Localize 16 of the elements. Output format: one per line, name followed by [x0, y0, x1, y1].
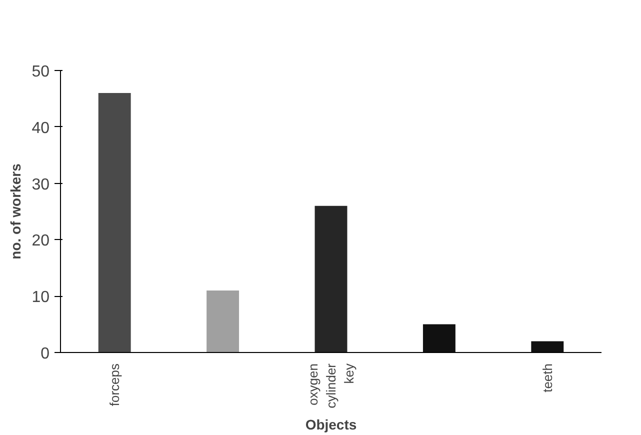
x-tick-label: forceps: [107, 363, 122, 406]
y-tick-label: 50: [32, 64, 50, 80]
bar: [314, 206, 348, 352]
bar: [98, 93, 131, 352]
y-tick-label: 40: [32, 120, 50, 137]
bar: [206, 290, 240, 352]
x-axis-title: Objects: [305, 416, 357, 432]
x-tick-label: oxygen cylinder key: [306, 362, 356, 408]
y-axis-title: no. of workers: [8, 163, 24, 260]
x-tick-label: teeth: [540, 363, 555, 392]
bar: [531, 341, 564, 352]
y-tick-label: 30: [32, 176, 50, 194]
y-tick-label: 20: [32, 232, 50, 250]
y-tick-label: 0: [40, 346, 50, 362]
y-tick-label: 10: [32, 289, 50, 306]
bar: [422, 324, 456, 352]
